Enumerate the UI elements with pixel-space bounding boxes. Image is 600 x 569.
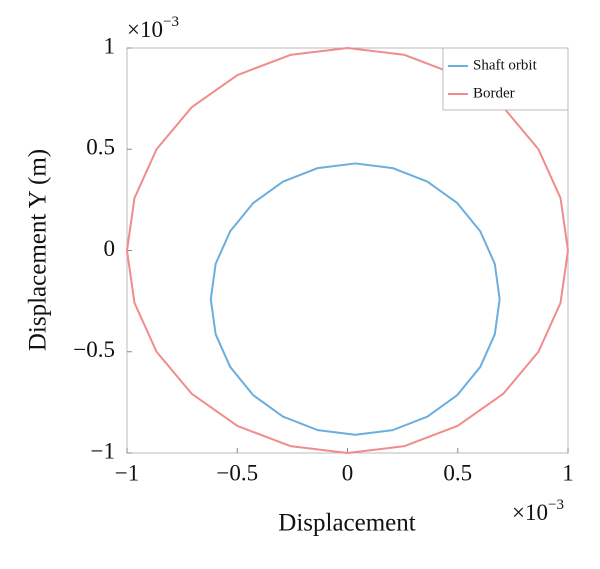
y-tick-label: −1 [91,438,115,463]
y-multiplier-exponent: −3 [163,14,179,30]
y-tick-label: −0.5 [73,337,115,362]
x-multiplier: ×10−3 [512,497,564,525]
y-tick-label: 1 [104,33,116,58]
legend-box [442,47,569,111]
y-multiplier: ×10−3 [127,14,179,42]
x-multiplier-base: ×10 [512,500,548,525]
y-axis-label: Displacement Y (m) [25,149,52,351]
legend-label: Shaft orbit [473,57,538,73]
x-tick-label: −1 [115,460,139,485]
legend: Shaft orbit Border [442,47,569,111]
x-tick-label: 0 [342,460,354,485]
y-tick-label: 0 [104,236,116,261]
x-tick-label: 0.5 [443,460,472,485]
y-tick-label: 0.5 [86,135,115,160]
x-tick-label: 1 [562,460,574,485]
legend-label: Border [473,85,515,101]
x-tick-label: −0.5 [216,460,258,485]
series-line [209,162,501,436]
y-multiplier-base: ×10 [127,17,163,42]
x-multiplier-exponent: −3 [548,497,564,513]
x-axis-label: Displacement [278,510,416,537]
